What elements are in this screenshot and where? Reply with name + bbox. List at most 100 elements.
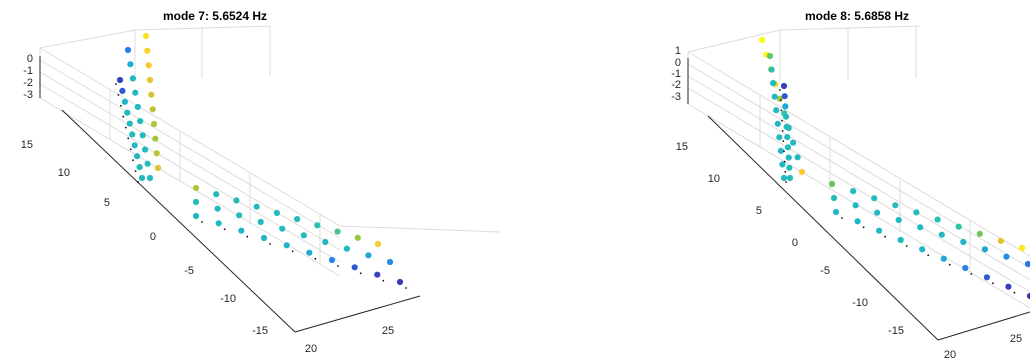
scatter-point bbox=[149, 106, 156, 113]
scatter-point bbox=[955, 223, 962, 230]
scatter-point bbox=[770, 80, 777, 87]
scatter-point bbox=[1003, 253, 1010, 260]
axis-lines bbox=[687, 58, 1030, 341]
scatter-point bbox=[145, 62, 152, 69]
reference-node bbox=[127, 137, 130, 140]
z-axis: 1 0 -1 -2 -3 bbox=[671, 45, 681, 103]
z-tick-label: -1 bbox=[23, 65, 33, 77]
scatter-point bbox=[144, 160, 151, 167]
scatter-point bbox=[124, 46, 132, 54]
scatter-point bbox=[960, 238, 967, 246]
scatter-point bbox=[146, 76, 154, 84]
panel-title: mode 7: 5.6524 Hz bbox=[163, 9, 267, 23]
z-tick-label: -3 bbox=[23, 89, 33, 101]
scatter-point bbox=[1024, 260, 1030, 268]
scatter-point bbox=[273, 209, 280, 216]
x-tick-label: 25 bbox=[382, 325, 394, 337]
scatter-point bbox=[365, 252, 372, 259]
scatter-point bbox=[1005, 283, 1012, 290]
scatter-point bbox=[351, 264, 358, 271]
scatter-point bbox=[766, 52, 774, 60]
reference-node bbox=[117, 94, 120, 96]
scatter-point bbox=[852, 202, 859, 209]
scatter-point bbox=[121, 98, 128, 105]
y-tick-label: 10 bbox=[708, 173, 720, 185]
scatter-point bbox=[897, 236, 904, 244]
scatter-point bbox=[233, 197, 240, 204]
scatter-point bbox=[116, 76, 124, 84]
scatter-point bbox=[784, 134, 791, 141]
axes-box bbox=[687, 25, 1030, 309]
scatter-point bbox=[895, 216, 902, 224]
reference-node bbox=[905, 245, 908, 247]
x-axis: 20 25 bbox=[305, 325, 394, 355]
z-tick-label: -2 bbox=[23, 77, 33, 89]
scatter-point bbox=[1026, 292, 1030, 300]
scatter-point bbox=[138, 174, 146, 182]
reference-node bbox=[405, 287, 407, 289]
scatter-point bbox=[300, 232, 307, 239]
reference-node bbox=[783, 160, 786, 163]
y-tick-label: 5 bbox=[756, 205, 762, 217]
z-tick-label: 1 bbox=[675, 45, 681, 57]
reference-node bbox=[137, 181, 139, 183]
x-tick-label: 20 bbox=[944, 349, 956, 358]
scatter-point bbox=[798, 168, 806, 176]
scatter-point bbox=[192, 212, 200, 220]
y-axis: 15 10 5 0 -5 -10 -15 bbox=[676, 141, 904, 337]
reference-node bbox=[780, 109, 783, 112]
scatter-point bbox=[139, 132, 146, 139]
z-tick-label: -2 bbox=[671, 79, 681, 91]
scatter-point bbox=[328, 256, 336, 264]
y-tick-label: 15 bbox=[21, 139, 33, 151]
scatter-point bbox=[215, 220, 222, 227]
reference-node bbox=[992, 282, 994, 285]
x-axis: 20 25 bbox=[944, 333, 1022, 358]
scatter-point bbox=[892, 202, 899, 209]
scatter-point bbox=[776, 134, 783, 141]
scatter-point bbox=[126, 120, 133, 127]
y-tick-label: -10 bbox=[220, 293, 236, 305]
scatter-point bbox=[148, 91, 155, 98]
reference-node bbox=[359, 272, 362, 275]
scatter-point bbox=[213, 191, 220, 198]
z-tick-label: -1 bbox=[671, 68, 681, 80]
scatter-point bbox=[934, 216, 941, 223]
scatter-point bbox=[758, 36, 766, 44]
scatter-point bbox=[780, 174, 788, 182]
axes-box bbox=[39, 25, 501, 277]
scatter-point bbox=[306, 249, 313, 256]
scatter-point bbox=[334, 228, 341, 235]
scatter-point bbox=[396, 278, 404, 286]
y-tick-label: -5 bbox=[820, 265, 830, 277]
scatter-point bbox=[137, 118, 144, 125]
scatter-point bbox=[830, 194, 838, 202]
reference-node bbox=[948, 263, 951, 266]
scatter-point bbox=[134, 153, 141, 160]
scatter-point bbox=[768, 66, 775, 73]
z-axis: 0 -1 -2 -3 bbox=[23, 53, 33, 101]
reference-node bbox=[783, 150, 785, 153]
scatter-point bbox=[314, 222, 321, 229]
scatter-point bbox=[132, 89, 139, 96]
y-tick-label: -10 bbox=[852, 297, 868, 309]
scatter-point bbox=[786, 164, 793, 171]
reference-node bbox=[223, 228, 226, 231]
z-tick-label: 0 bbox=[675, 57, 681, 69]
reference-node bbox=[291, 250, 294, 253]
scatter-point bbox=[774, 120, 781, 127]
z-tick-label: -3 bbox=[671, 91, 681, 103]
scatter-point bbox=[782, 113, 790, 120]
scatter-point bbox=[257, 218, 264, 226]
reference-node bbox=[134, 170, 137, 173]
reference-node bbox=[120, 104, 122, 107]
scatter-point bbox=[134, 103, 141, 110]
scatter-point bbox=[354, 234, 361, 241]
scatter-point bbox=[779, 161, 786, 168]
panel-mode-8: mode 8: 5.6858 Hz 1 0 -1 -2 -3 15 10 5 0 bbox=[671, 9, 1030, 358]
scatter-point bbox=[253, 203, 260, 210]
y-tick-label: -15 bbox=[252, 325, 268, 337]
y-tick-label: 0 bbox=[150, 231, 156, 243]
scatter-point bbox=[938, 231, 945, 238]
scatter-point bbox=[150, 120, 158, 128]
